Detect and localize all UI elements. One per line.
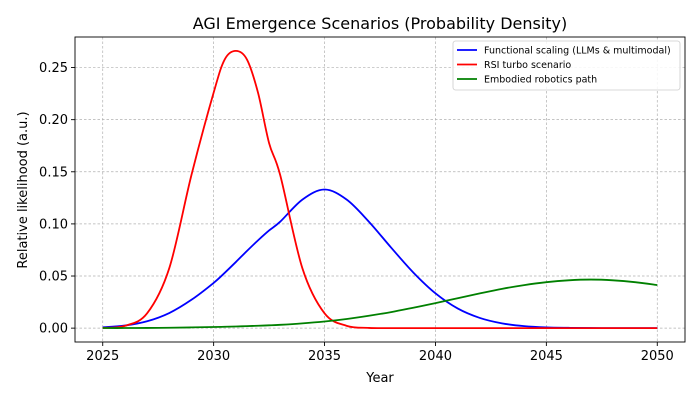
x-tick-label: 2030 (197, 349, 230, 364)
y-tick-label: 0.20 (39, 113, 68, 128)
legend-label: RSI turbo scenario (484, 60, 571, 71)
plot-frame (74, 36, 686, 343)
x-tick-label: 2025 (86, 349, 119, 364)
x-tick-label: 2035 (308, 349, 341, 364)
series-line (102, 278, 658, 329)
legend-box (452, 40, 681, 91)
legend-label: Embodied robotics path (484, 75, 597, 86)
legend: Functional scaling (LLMs & multimodal) RS… (452, 40, 681, 91)
y-tick-label: 0.15 (39, 165, 68, 180)
x-tick-label: 2040 (419, 349, 452, 364)
x-tick-label: 2050 (641, 349, 674, 364)
plot-lines (102, 49, 658, 330)
y-axis-label: Relative likelihood (a.u.) (16, 111, 31, 268)
y-tick-label: 0.05 (39, 270, 68, 285)
y-tick-label: 0.00 (39, 322, 68, 337)
series-line (102, 49, 658, 330)
legend-label: Functional scaling (LLMs & multimodal) (484, 46, 671, 57)
y-tick-label: 0.25 (39, 61, 68, 76)
x-axis-label: Year (365, 371, 394, 386)
axis-ticks: 2025 2030 2035 2040 2045 2050 0.00 0.05 0.10 0.15… (39, 61, 674, 364)
chart-title: AGI Emergence Scenarios (Probability Den… (193, 14, 568, 33)
y-tick-label: 0.10 (39, 217, 68, 232)
x-tick-label: 2045 (530, 349, 563, 364)
